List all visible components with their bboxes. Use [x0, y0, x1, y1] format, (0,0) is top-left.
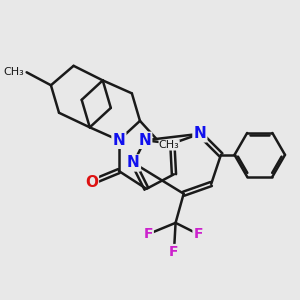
Text: CH₃: CH₃ — [159, 140, 179, 150]
Text: N: N — [138, 133, 151, 148]
Text: F: F — [143, 227, 153, 241]
Text: N: N — [194, 126, 206, 141]
Text: O: O — [85, 175, 98, 190]
Text: F: F — [194, 227, 203, 241]
Text: N: N — [127, 155, 140, 170]
Text: F: F — [169, 245, 179, 259]
Text: N: N — [112, 133, 125, 148]
Text: CH₃: CH₃ — [3, 67, 24, 77]
